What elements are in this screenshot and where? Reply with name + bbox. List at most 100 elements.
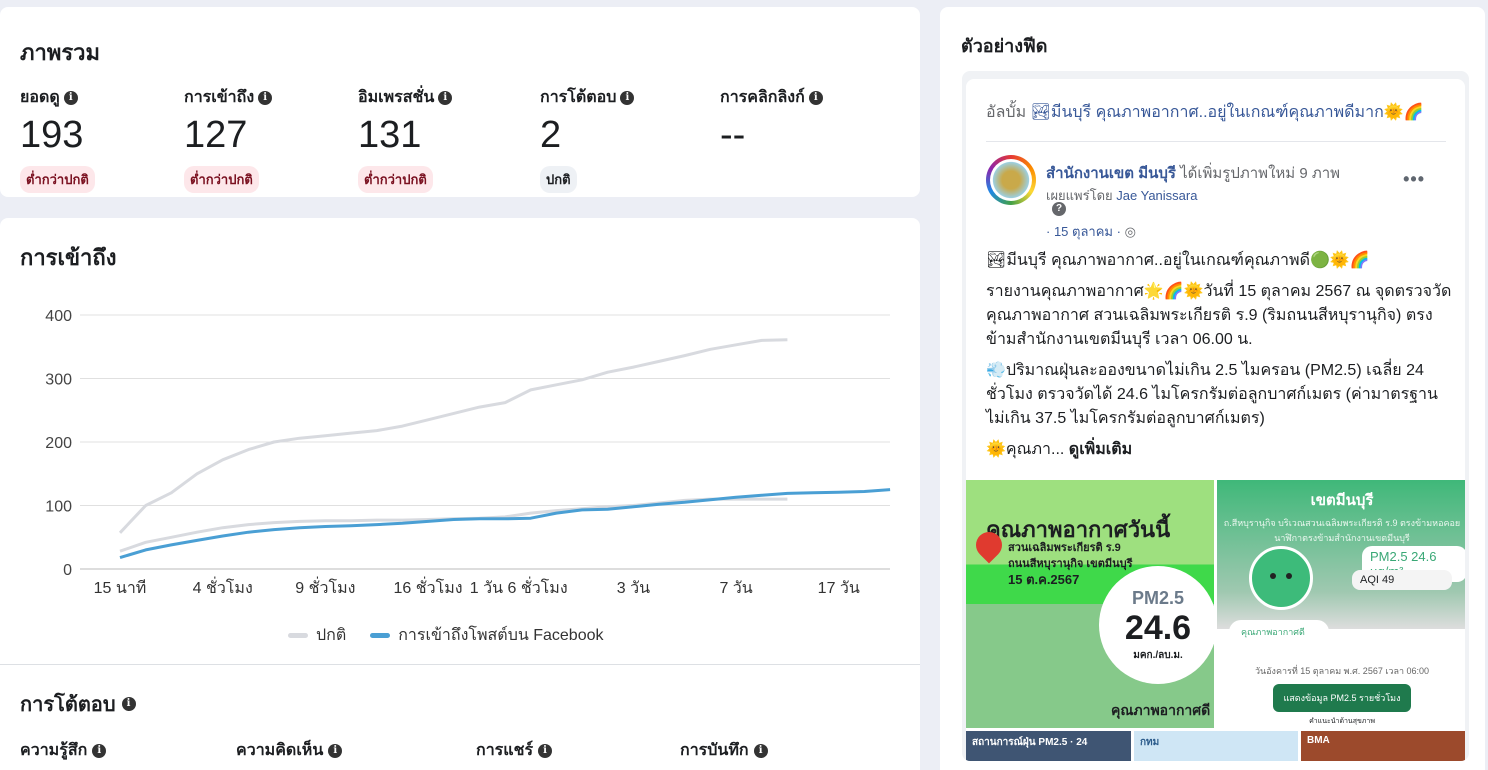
info-icon[interactable]: i	[92, 743, 107, 758]
engagement-title-text: การโต้ตอบ	[20, 694, 116, 716]
help-icon[interactable]: ?	[1052, 202, 1066, 216]
image-date: 15 ต.ค.2567	[1008, 572, 1080, 587]
legend-label: ปกติ	[316, 627, 347, 644]
info-icon[interactable]: i	[328, 743, 343, 758]
engagement-metric: ความรู้สึก i	[20, 738, 107, 763]
y-tick-label: 200	[45, 435, 72, 452]
status-badge: ปกติ	[540, 166, 577, 193]
metric-label: อิมเพรสชั่น i	[358, 85, 453, 110]
location-line: ถนนสีหบุรานุกิจ เขตมีนบุรี	[1008, 558, 1133, 570]
thumbnail[interactable]: กทม	[1134, 731, 1298, 761]
reach-chart: 0 100 200 300 400 15 นาที 4 ชั่วโมง 9 ชั่วโมง 16…	[45, 308, 891, 597]
page-avatar[interactable]	[986, 155, 1036, 205]
post-action: ได้เพิ่มรูปภาพใหม่ 9 ภาพ	[1180, 165, 1341, 182]
globe-icon: ◎	[1124, 224, 1136, 239]
aqi-box: AQI 49	[1352, 570, 1452, 590]
x-tick-label: 17 วัน	[818, 580, 860, 597]
x-tick-label: 9 ชั่วโมง	[295, 576, 355, 597]
engagement-metric-label: ความคิดเห็น	[236, 742, 324, 759]
publisher-link[interactable]: Jae Yanissara	[1116, 188, 1198, 203]
post-image-1[interactable]: คุณภาพอากาศวันนี้ สวนเฉลิมพระเกียรติ ร.9…	[966, 480, 1214, 728]
metric-label-text: การคลิกลิงก์	[720, 89, 805, 106]
post-image-2[interactable]: เขตมีนบุรี ถ.สีหบุรานุกิจ บริเวณสวนเฉลิม…	[1217, 480, 1465, 728]
post-date-link[interactable]: · 15 ตุลาคม ·	[1046, 224, 1121, 239]
metric-label-text: ยอดดู	[20, 89, 60, 106]
pm-circle: PM2.5 24.6 มคก./ลบ.ม.	[1099, 566, 1214, 684]
metric-1: การเข้าถึง i 127 ต่ำกว่าปกติ	[184, 85, 273, 193]
info-icon[interactable]: i	[753, 743, 768, 758]
divider	[986, 141, 1446, 142]
series-line-normal-upper	[118, 338, 788, 534]
post-text: 🏞มีนบุรี คุณภาพอากาศ..อยู่ในเกณฑ์คุณภาพด…	[986, 249, 1456, 469]
status-badge: ต่ำกว่าปกติ	[20, 166, 95, 193]
info-icon[interactable]: i	[121, 697, 136, 711]
engagement-metric-label: การแชร์	[476, 742, 534, 759]
hourly-pm-button: แสดงข้อมูล PM2.5 รายชั่วโมง	[1273, 684, 1411, 712]
x-tick-label: 16 ชั่วโมง	[394, 576, 463, 597]
status-badge: ต่ำกว่าปกติ	[184, 166, 259, 193]
info-icon[interactable]: i	[63, 90, 78, 105]
pm-label: PM2.5	[1131, 588, 1185, 608]
y-tick-label: 0	[63, 562, 72, 579]
x-tick-label: 3 วัน	[617, 580, 650, 597]
info-icon[interactable]: i	[258, 90, 273, 105]
reach-card: การเข้าถึง 0 100 200 300 400 15 นาที 4 ชั่วโมง…	[0, 218, 920, 770]
overview-card: ภาพรวม ยอดดู i 193 ต่ำกว่าปกติ การเข้าถึง i 12…	[0, 7, 920, 197]
location-line: สวนเฉลิมพระเกียรติ ร.9	[1008, 542, 1121, 554]
thumbnail[interactable]: BMA	[1301, 731, 1465, 761]
chart-legend: ปกติ การเข้าถึงโพสต์บน Facebook	[288, 623, 604, 648]
pm-value: 24.6	[1124, 609, 1192, 647]
engagement-metric: การบันทึก i	[680, 738, 768, 763]
engagement-metric-label: ความรู้สึก	[20, 742, 88, 759]
smiley-face-icon	[1249, 546, 1313, 610]
image-title: เขตมีนบุรี	[1310, 492, 1374, 509]
post-truncated: 🌞คุณภา...	[986, 441, 1065, 458]
metric-value: --	[720, 114, 746, 156]
legend-item-normal[interactable]: ปกติ	[288, 623, 346, 648]
info-icon[interactable]: i	[808, 90, 823, 105]
quality-pill: คุณภาพอากาศดี	[1229, 620, 1329, 644]
album-link[interactable]: 🏞มีนบุรี คุณภาพอากาศ..อยู่ในเกณฑ์คุณภาพด…	[1030, 104, 1424, 121]
page-name-link[interactable]: สำนักงานเขต มีนบุรี	[1046, 165, 1176, 182]
metric-label-text: การโต้ตอบ	[540, 89, 617, 106]
info-icon[interactable]: i	[438, 90, 453, 105]
see-more-link[interactable]: ดูเพิ่มเติม	[1068, 441, 1133, 458]
y-tick-label: 400	[45, 308, 72, 325]
legend-item-reach[interactable]: การเข้าถึงโพสต์บน Facebook	[370, 623, 604, 648]
metric-4: การคลิกลิงก์ i --	[720, 85, 823, 160]
metric-label: การเข้าถึง i	[184, 85, 273, 110]
x-tick-label: 15 นาที	[94, 579, 147, 597]
info-icon[interactable]: i	[538, 743, 553, 758]
x-tick-label: 1 วัน 6 ชั่วโมง	[470, 576, 568, 597]
y-tick-label: 100	[45, 499, 72, 516]
legend-swatch	[370, 633, 391, 639]
post-paragraph: รายงานคุณภาพอากาศ🌟🌈🌞วันที่ 15 ตุลาคม 256…	[986, 283, 1452, 348]
more-options-icon[interactable]: •••	[1403, 169, 1425, 189]
x-tick-label: 7 วัน	[719, 580, 752, 597]
metric-label: การคลิกลิงก์ i	[720, 85, 823, 110]
info-icon[interactable]: i	[620, 90, 635, 105]
image-thumbnails: สถานการณ์ฝุ่น PM2.5 · 24 กทม BMA	[966, 731, 1465, 761]
overview-title: ภาพรวม	[20, 40, 101, 65]
status-badge: ต่ำกว่าปกติ	[358, 166, 433, 193]
engagement-metric-label: การบันทึก	[680, 742, 749, 759]
metric-0: ยอดดู i 193 ต่ำกว่าปกติ	[20, 85, 95, 193]
post-paragraph: 💨ปริมาณฝุ่นละอองขนาดไม่เกิน 2.5 ไมครอน (…	[986, 362, 1438, 427]
metric-value: 2	[540, 114, 562, 156]
feed-title: ตัวอย่างฟีด	[961, 36, 1048, 56]
metric-3: การโต้ตอบ i 2 ปกติ	[540, 85, 635, 193]
published-by-prefix: เผยแพร่โดย	[1046, 188, 1113, 203]
pm-unit: มคก./ลบ.ม.	[1133, 650, 1183, 661]
image-quality: คุณภาพอากาศดี	[1111, 702, 1211, 718]
divider	[0, 664, 920, 665]
feed-preview: อัลบั้ม 🏞มีนบุรี คุณภาพอากาศ..อยู่ในเกณฑ…	[962, 71, 1469, 761]
series-line-normal-lower	[119, 497, 788, 553]
metric-label: การโต้ตอบ i	[540, 85, 635, 110]
metric-value: 193	[20, 114, 84, 156]
image-subtitle: ถ.สีหบุรานุกิจ บริเวณสวนเฉลิมพระเกียรติ …	[1223, 518, 1461, 543]
y-tick-label: 300	[45, 372, 72, 389]
published-by: เผยแพร่โดย Jae Yanissara	[1046, 185, 1197, 206]
thumbnail[interactable]: สถานการณ์ฝุ่น PM2.5 · 24	[966, 731, 1131, 761]
engagement-metric: ความคิดเห็น i	[236, 738, 343, 763]
metric-value: 127	[184, 114, 248, 156]
